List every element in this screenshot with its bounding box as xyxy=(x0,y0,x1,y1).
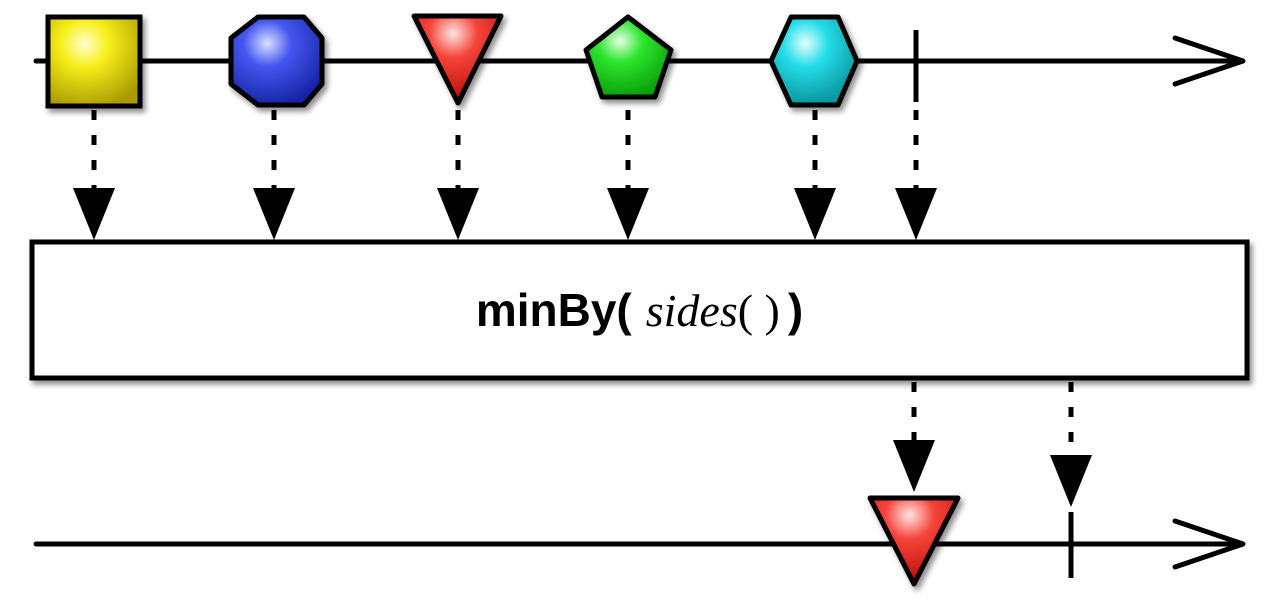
input-marble-hexagon xyxy=(768,14,860,108)
operator-close-paren: ) xyxy=(787,284,804,336)
input-arrows xyxy=(73,110,937,240)
output-timeline xyxy=(33,518,1246,570)
operator-function: sides xyxy=(645,284,738,336)
output-marble-triangle xyxy=(867,495,961,587)
input-marble-triangle xyxy=(411,13,504,106)
input-marble-square xyxy=(45,14,143,109)
input-marble-pentagon xyxy=(583,14,674,100)
operator-function-args: ( ) xyxy=(737,284,780,336)
operator-name: minBy( xyxy=(475,284,632,336)
operator-label: minBy( sides ( ) ) xyxy=(32,242,1247,378)
output-arrows xyxy=(893,382,1092,507)
operator-box xyxy=(29,239,1250,381)
input-marble-octagon xyxy=(228,14,325,108)
